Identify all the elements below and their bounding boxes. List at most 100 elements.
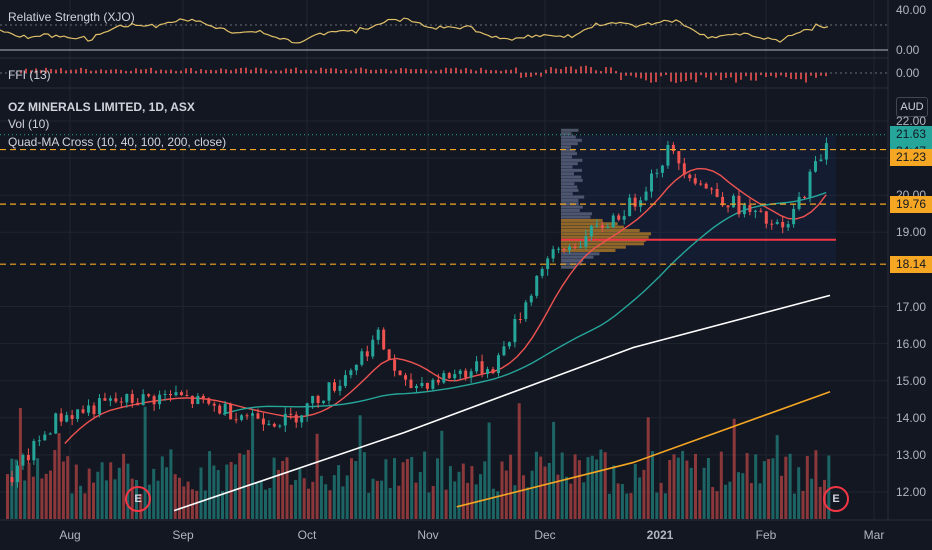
ffi-bar — [760, 73, 762, 76]
ffi-bar — [220, 68, 222, 73]
candle-body — [431, 379, 435, 389]
volume-bar — [681, 450, 685, 519]
candle-body — [398, 370, 402, 376]
ffi-bar — [210, 69, 212, 73]
ffi-bar — [610, 67, 612, 73]
ffi-bar — [460, 69, 462, 73]
candle-body — [201, 396, 205, 399]
ffi-bar — [325, 68, 327, 73]
ffi-bar — [75, 69, 77, 73]
candle-body — [322, 400, 326, 403]
volume-bar — [169, 449, 173, 519]
candle-body — [272, 423, 276, 427]
candle-body — [43, 434, 47, 441]
volume-bar — [762, 461, 766, 519]
ffi-bar — [140, 69, 142, 73]
candle-body — [824, 143, 828, 160]
candle-body — [103, 398, 107, 401]
candle-body — [229, 403, 233, 420]
candle-body — [715, 189, 719, 197]
vp-bar — [561, 215, 591, 219]
candle-body — [764, 211, 768, 224]
ffi-bar — [755, 73, 757, 81]
price-axis-label: 19.00 — [896, 225, 927, 240]
ffi-bar — [715, 73, 717, 76]
ffi-bar — [635, 73, 637, 78]
quad-ma-label[interactable]: Quad-MA Cross (10, 40, 100, 200, close) — [8, 135, 227, 149]
volume-bar — [496, 491, 500, 519]
earnings-marker[interactable]: E — [823, 486, 849, 512]
symbol-title[interactable]: OZ MINERALS LIMITED, 1D, ASX — [8, 100, 195, 114]
horizontal-levels[interactable] — [0, 134, 888, 265]
ffi-bar — [550, 67, 552, 73]
volume-bar — [380, 480, 384, 519]
candle-body — [125, 394, 129, 403]
candle-body — [759, 210, 763, 212]
ffi-bar — [185, 68, 187, 73]
candle-body — [595, 225, 599, 227]
volume-bar — [543, 466, 547, 519]
ffi-bar — [345, 68, 347, 73]
candles — [10, 137, 828, 488]
volume-bar — [767, 459, 771, 519]
volume-bar — [663, 493, 667, 519]
candle-body — [278, 425, 282, 427]
ffi-bar — [710, 73, 712, 80]
candle-body — [311, 395, 315, 404]
ffi-bar — [540, 73, 542, 77]
vol-label[interactable]: Vol (10) — [8, 117, 50, 131]
ffi-bar — [560, 69, 562, 73]
ffi-bar — [355, 68, 357, 73]
volume-bar — [319, 475, 323, 519]
vp-bar — [561, 165, 573, 169]
candle-body — [371, 339, 375, 357]
vp-bar — [561, 245, 626, 249]
volume-bar — [173, 474, 177, 519]
volume-bar — [328, 490, 332, 519]
volume-bar — [371, 478, 375, 519]
volume-bar — [87, 468, 91, 519]
volume-bar — [565, 476, 568, 519]
ffi-bar — [205, 70, 207, 73]
candle-body — [76, 409, 80, 419]
ffi-bar — [85, 69, 87, 73]
ffi-bar — [215, 70, 217, 73]
candle-body — [600, 225, 604, 229]
volume-bar — [814, 450, 818, 519]
vp-bar — [561, 192, 573, 196]
candle-body — [671, 144, 675, 152]
volume-bar — [27, 462, 31, 519]
ffi-bar — [730, 73, 732, 78]
currency-button[interactable]: AUD — [896, 97, 928, 117]
volume-bars — [6, 403, 831, 519]
candle-body — [819, 159, 823, 162]
volume-bar — [672, 454, 676, 519]
volume-bar — [552, 421, 556, 519]
vp-bar — [561, 142, 578, 146]
ffi-bar — [525, 73, 527, 78]
volume-bar — [788, 453, 792, 519]
volume-bar — [590, 455, 594, 519]
ffi-bar — [480, 67, 482, 73]
candle-body — [731, 195, 735, 208]
vp-bar — [561, 205, 583, 209]
ffi-bar — [640, 73, 642, 79]
volume-bar — [375, 480, 379, 519]
volume-bar — [586, 457, 590, 519]
candle-body — [114, 398, 118, 402]
volume-bar — [100, 462, 104, 519]
volume-bar — [367, 492, 371, 519]
volume-bar — [362, 452, 366, 519]
candle-body — [376, 329, 380, 340]
candle-body — [130, 394, 134, 403]
volume-bar — [264, 489, 267, 519]
candle-body — [283, 413, 287, 426]
ffi-bar — [150, 67, 152, 73]
ffi-bar — [465, 67, 467, 73]
earnings-marker[interactable]: E — [125, 486, 151, 512]
volume-bar — [582, 482, 586, 519]
ffi-bar — [810, 73, 812, 76]
candle-body — [710, 188, 714, 190]
candle-body — [639, 200, 643, 207]
